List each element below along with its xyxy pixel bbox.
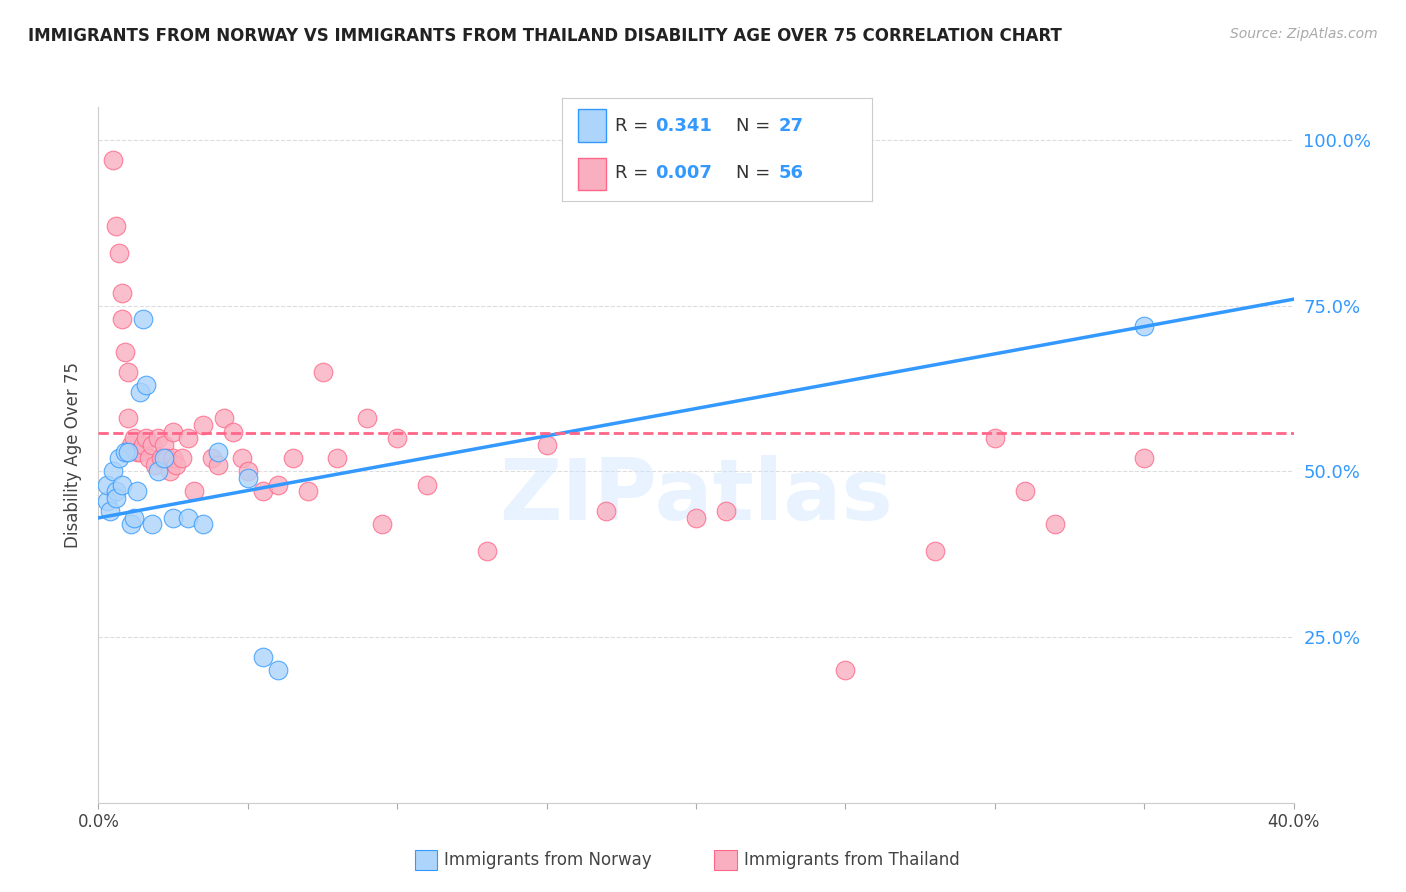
Point <box>177 431 200 445</box>
Point <box>231 451 253 466</box>
Point <box>111 285 134 300</box>
Point <box>135 378 157 392</box>
Point <box>984 431 1007 445</box>
Point <box>714 504 737 518</box>
Point <box>1133 318 1156 333</box>
Point <box>267 663 290 677</box>
Point <box>252 650 274 665</box>
Point <box>114 345 136 359</box>
Point <box>162 451 184 466</box>
Point <box>124 511 146 525</box>
Point <box>117 411 139 425</box>
Point <box>595 504 617 518</box>
Point <box>150 451 173 466</box>
Text: N =: N = <box>735 117 776 135</box>
Point <box>475 544 498 558</box>
Text: Immigrants from Thailand: Immigrants from Thailand <box>744 851 959 869</box>
Point <box>156 451 179 466</box>
Point <box>114 444 136 458</box>
Point <box>153 438 176 452</box>
Point <box>281 451 304 466</box>
Point <box>127 444 149 458</box>
FancyBboxPatch shape <box>578 158 606 190</box>
Point <box>191 517 214 532</box>
Point <box>96 477 118 491</box>
Point <box>371 517 394 532</box>
Point <box>297 484 319 499</box>
Point <box>172 451 194 466</box>
Text: Immigrants from Norway: Immigrants from Norway <box>444 851 652 869</box>
Point <box>416 477 439 491</box>
Point <box>108 245 131 260</box>
Point <box>103 465 125 479</box>
Point <box>132 438 155 452</box>
Point <box>207 444 229 458</box>
Point <box>105 484 128 499</box>
Point <box>129 444 152 458</box>
Y-axis label: Disability Age Over 75: Disability Age Over 75 <box>65 362 83 548</box>
Point <box>96 494 118 508</box>
Point <box>120 517 142 532</box>
Point <box>326 451 349 466</box>
Point <box>135 431 157 445</box>
Point <box>141 438 163 452</box>
Point <box>111 477 134 491</box>
Point <box>129 384 152 399</box>
Point <box>183 484 205 499</box>
Point <box>162 511 184 525</box>
Text: N =: N = <box>735 164 776 182</box>
Point <box>141 517 163 532</box>
Point <box>148 431 170 445</box>
Point <box>117 365 139 379</box>
FancyBboxPatch shape <box>578 110 606 142</box>
Text: ZIPatlas: ZIPatlas <box>499 455 893 538</box>
Text: 56: 56 <box>779 164 804 182</box>
Point <box>236 465 259 479</box>
Point <box>159 465 181 479</box>
Point <box>103 153 125 167</box>
Point <box>105 219 128 234</box>
Point <box>685 511 707 525</box>
Text: 0.341: 0.341 <box>655 117 711 135</box>
Point <box>127 484 149 499</box>
Point <box>222 425 245 439</box>
Point <box>207 458 229 472</box>
Point <box>143 458 166 472</box>
Point <box>212 411 235 425</box>
Point <box>98 504 122 518</box>
Point <box>924 544 946 558</box>
Point <box>138 451 160 466</box>
Point <box>385 431 409 445</box>
Point <box>1133 451 1156 466</box>
Point <box>111 312 134 326</box>
Point <box>834 663 856 677</box>
Point <box>356 411 378 425</box>
Point <box>311 365 333 379</box>
Point <box>165 458 187 472</box>
Text: Source: ZipAtlas.com: Source: ZipAtlas.com <box>1230 27 1378 41</box>
Point <box>201 451 224 466</box>
Point <box>1014 484 1036 499</box>
Point <box>267 477 290 491</box>
Point <box>148 465 170 479</box>
Text: R =: R = <box>614 117 654 135</box>
Point <box>177 511 200 525</box>
Point <box>105 491 128 505</box>
Text: 0.007: 0.007 <box>655 164 711 182</box>
Point <box>120 438 142 452</box>
Point <box>1043 517 1066 532</box>
Point <box>162 425 184 439</box>
Point <box>108 451 131 466</box>
Text: R =: R = <box>614 164 654 182</box>
Text: 27: 27 <box>779 117 804 135</box>
Point <box>536 438 558 452</box>
Point <box>252 484 274 499</box>
Point <box>236 471 259 485</box>
Point <box>153 451 176 466</box>
Point <box>117 444 139 458</box>
Point <box>124 431 146 445</box>
Point <box>132 312 155 326</box>
Text: IMMIGRANTS FROM NORWAY VS IMMIGRANTS FROM THAILAND DISABILITY AGE OVER 75 CORREL: IMMIGRANTS FROM NORWAY VS IMMIGRANTS FRO… <box>28 27 1062 45</box>
Point <box>191 418 214 433</box>
